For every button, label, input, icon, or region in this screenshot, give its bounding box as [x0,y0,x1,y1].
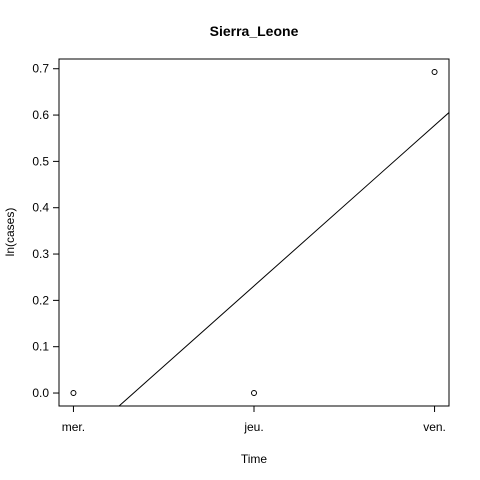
data-point [251,390,257,397]
chart-title: Sierra_Leone [210,23,299,39]
plot-area: 0.0 0.1 0.2 0.3 0.4 0.5 0.6 0.7 mer. jeu. ven. [32,58,450,434]
y-tick-label: 0.7 [32,62,49,76]
x-axis-label: Time [241,452,268,466]
y-tick-label: 0.2 [32,293,49,307]
x-tick-label: jeu. [243,420,263,434]
y-tick-label: 0.6 [32,108,49,122]
y-tick-label: 0.4 [32,201,49,215]
data-point [431,68,438,75]
y-axis-label: ln(cases) [3,208,17,257]
data-point [70,390,77,397]
y-tick-label: 0.0 [32,386,49,400]
fit-line [118,112,449,406]
y-tick-label: 0.3 [32,247,49,261]
y-tick-label: 0.1 [32,340,49,354]
x-tick-label: ven. [423,420,446,434]
x-tick-label: mer. [62,420,85,434]
y-tick-label: 0.5 [32,154,49,168]
